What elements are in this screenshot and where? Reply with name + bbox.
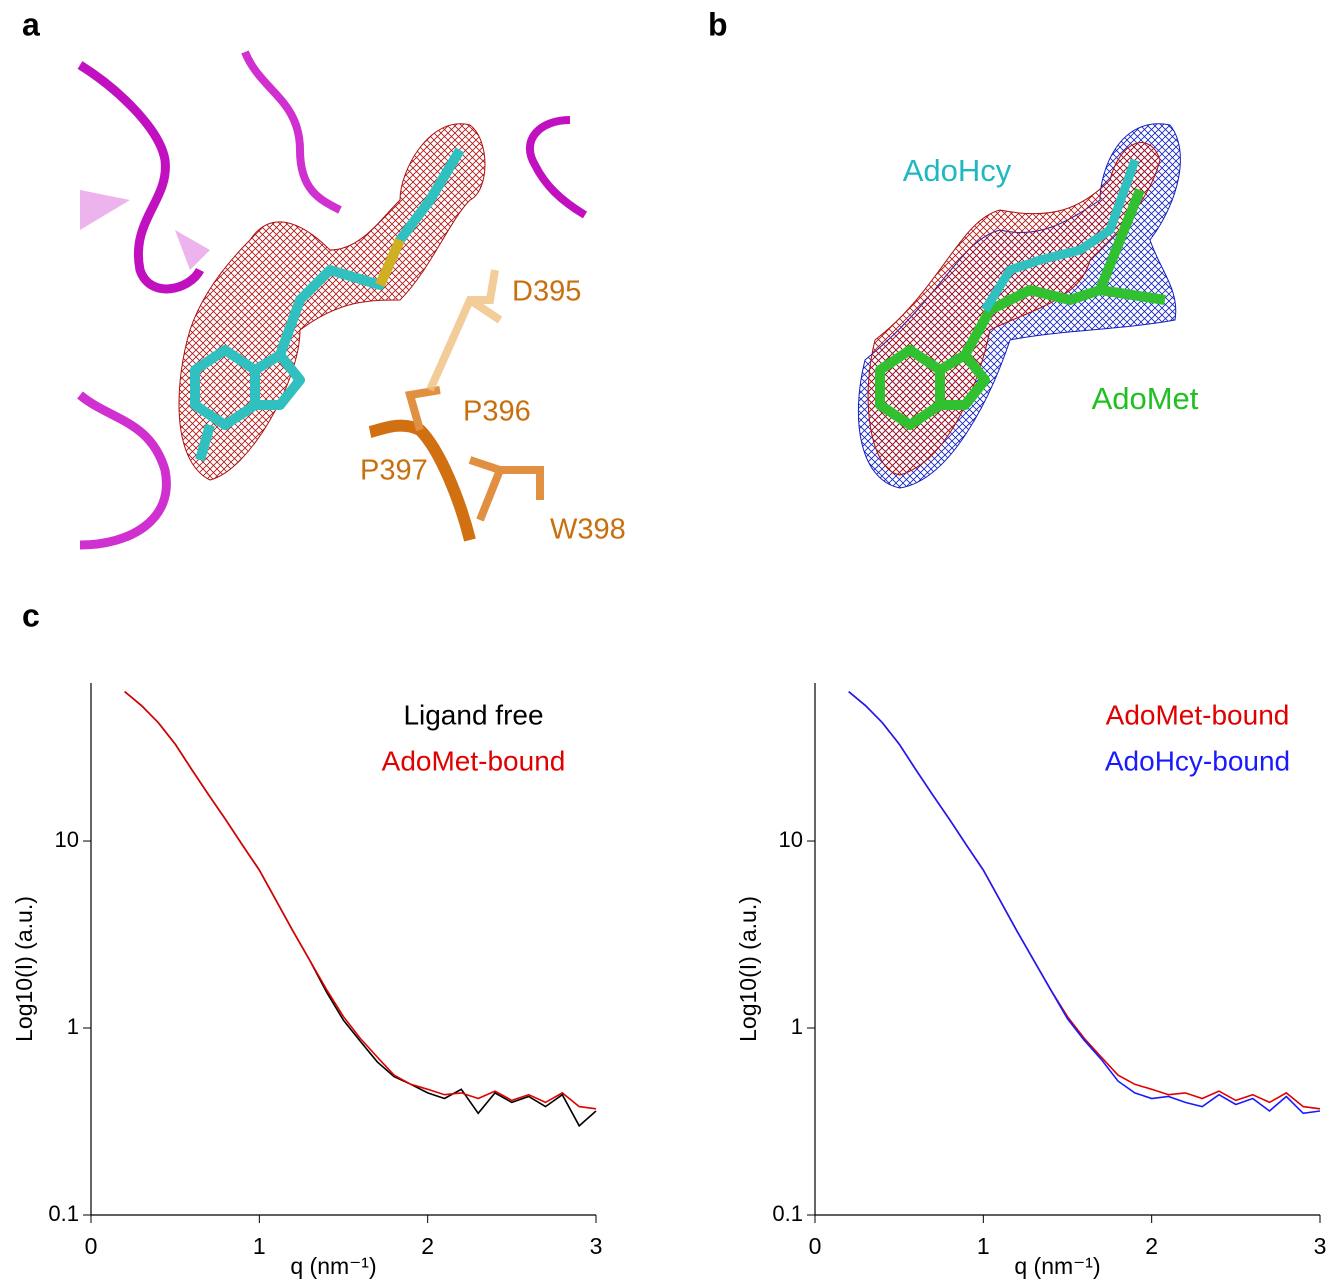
x-tick-label: 0 [809, 1233, 822, 1259]
y-tick-label: 10 [55, 827, 79, 852]
legend-entry: AdoMet-bound [1106, 699, 1290, 730]
residue-label: W398 [550, 514, 626, 546]
x-axis-label: q (nm⁻¹) [290, 1253, 376, 1279]
legend-entry: AdoMet-bound [382, 745, 566, 776]
x-tick-label: 2 [1145, 1233, 1158, 1259]
x-tick-label: 1 [977, 1233, 990, 1259]
y-tick-label: 1 [791, 1014, 803, 1039]
x-tick-label: 3 [590, 1233, 603, 1259]
ligand-label: AdoMet [1092, 381, 1199, 416]
y-tick-label: 1 [67, 1014, 79, 1039]
panel-label: b [708, 6, 728, 42]
y-axis-label: Log10(I) (a.u.) [735, 896, 761, 1042]
residue-label: P396 [463, 396, 531, 428]
x-tick-label: 0 [85, 1233, 98, 1259]
data-line [124, 690, 597, 1110]
data-line [848, 690, 1321, 1115]
ligand-label: AdoHcy [903, 153, 1012, 188]
residue-label: P397 [360, 455, 428, 487]
x-tick-label: 1 [253, 1233, 266, 1259]
panel-label: c [22, 597, 40, 633]
legend-entry: AdoHcy-bound [1105, 745, 1290, 776]
y-axis-label: Log10(I) (a.u.) [11, 896, 37, 1042]
panel-label: a [22, 6, 40, 42]
legend-entry: Ligand free [403, 699, 543, 730]
structure-a: D395 P396 P397 W398 [77, 50, 626, 550]
y-tick-label: 0.1 [48, 1201, 79, 1226]
y-tick-label: 10 [779, 827, 803, 852]
y-tick-label: 0.1 [772, 1201, 803, 1226]
x-axis-label: q (nm⁻¹) [1014, 1253, 1100, 1279]
x-tick-label: 3 [1314, 1233, 1327, 1259]
x-tick-label: 2 [421, 1233, 434, 1259]
residue-label: D395 [512, 276, 581, 308]
structure-b: AdoHcy AdoMet [857, 123, 1199, 489]
